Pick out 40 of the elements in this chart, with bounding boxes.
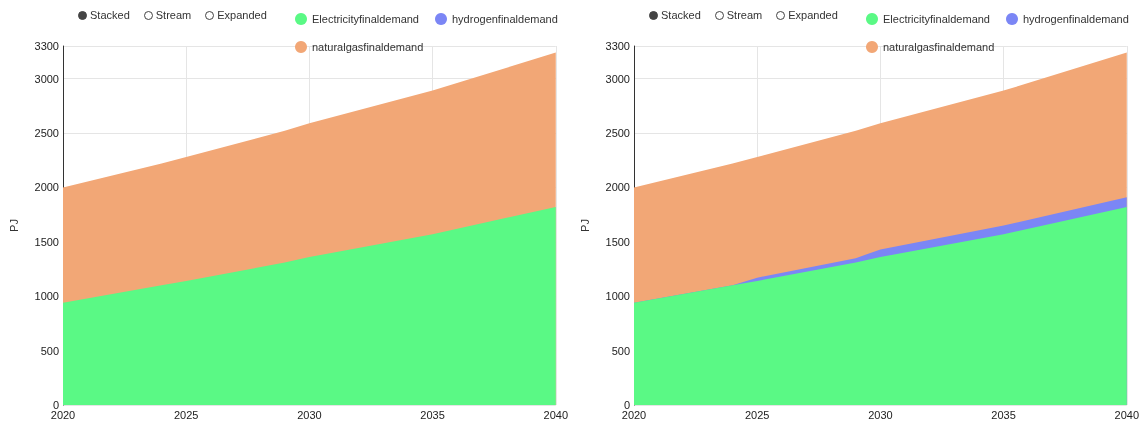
y-tick-label: 500 [611, 344, 630, 357]
y-tick-label: 2500 [34, 127, 59, 140]
x-tick-label: 2025 [173, 408, 199, 421]
x-tick-label: 2020 [621, 408, 647, 421]
text: Stacked [90, 9, 130, 21]
y-tick-label: 0 [623, 399, 630, 411]
x-tick-label: 2030 [297, 408, 322, 421]
text: Expanded [788, 9, 838, 21]
text: Stream [726, 9, 763, 21]
y-tick-label: 2000 [605, 181, 630, 194]
y-tick-label: 1500 [34, 235, 59, 248]
y-tick-label: 500 [40, 344, 59, 357]
text: Stacked [661, 9, 701, 21]
x-tick-label: 2035 [991, 408, 1016, 421]
y-tick-label: 3000 [34, 72, 59, 85]
y-tick-label: 3300 [605, 40, 630, 52]
y-tick-label: 3000 [605, 72, 630, 85]
legend-label: naturalgasfinaldemand [883, 41, 995, 53]
x-tick-label: 2035 [420, 408, 445, 421]
y-tick-label: 1000 [605, 290, 630, 303]
text: Expanded [217, 9, 267, 21]
legend-label: Electricityfinaldemand [883, 13, 990, 25]
y-tick-label: 1500 [605, 235, 630, 248]
y-tick-label: 0 [52, 399, 59, 411]
legend-label: Electricityfinaldemand [312, 13, 419, 25]
x-tick-label: 2020 [50, 408, 76, 421]
y-tick-label: 2500 [605, 127, 630, 140]
y-tick-label: 2000 [34, 181, 59, 194]
x-tick-label: 2030 [868, 408, 893, 421]
y-axis-title: PJ [7, 219, 20, 232]
x-tick-label: 2025 [744, 408, 770, 421]
legend-label: naturalgasfinaldemand [312, 41, 424, 53]
y-axis-title: PJ [578, 219, 591, 232]
legend-label: hydrogenfinaldemand [1022, 13, 1129, 25]
text: Stream [155, 9, 192, 21]
x-tick-label: 2040 [1114, 408, 1140, 421]
y-tick-label: 1000 [34, 290, 59, 303]
y-tick-label: 3300 [34, 40, 59, 52]
legend-label: hydrogenfinaldemand [451, 13, 558, 25]
x-tick-label: 2040 [543, 408, 569, 421]
